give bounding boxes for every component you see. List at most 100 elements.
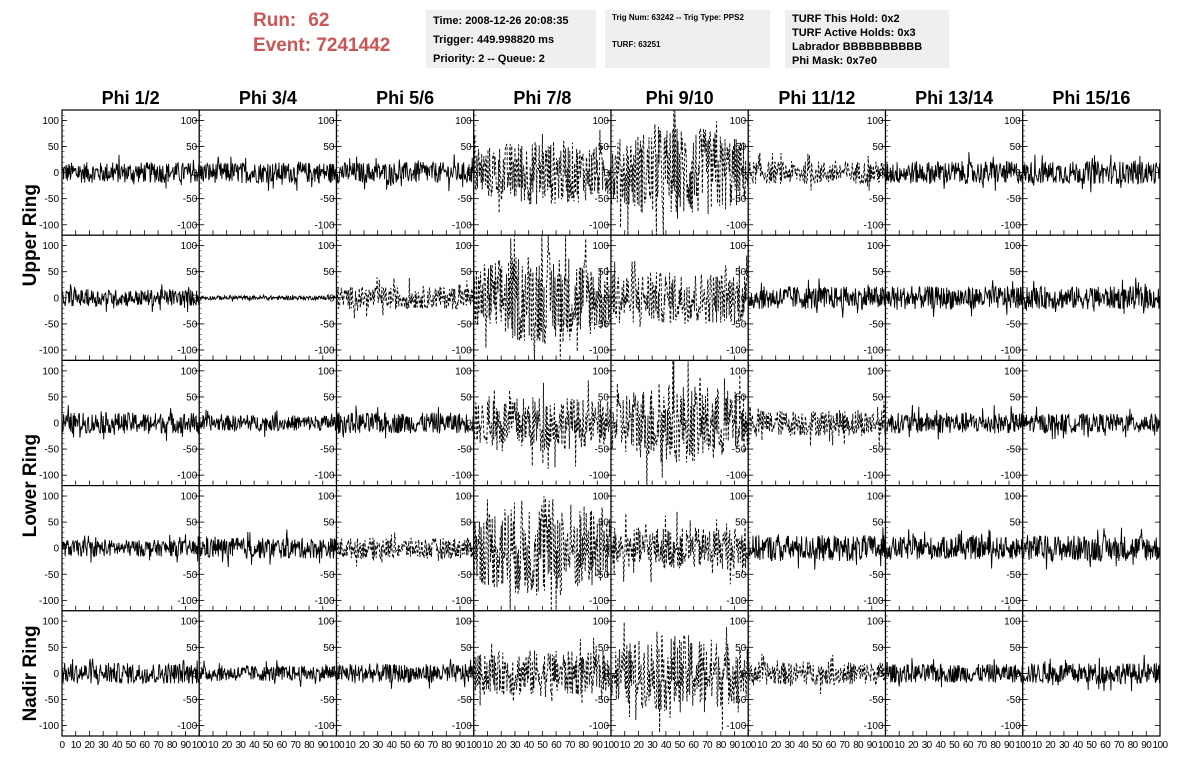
waveform-trace [1022, 277, 1161, 314]
x-tick-label: 100 [604, 740, 620, 751]
y-tick-label: 50 [872, 518, 884, 529]
y-tick-label: 50 [461, 142, 473, 153]
y-tick-label: 100 [42, 366, 59, 377]
x-tick-label: 50 [537, 740, 548, 751]
waveform-trace [1022, 654, 1161, 692]
x-tick-label: 70 [977, 740, 988, 751]
y-tick-label: 100 [1004, 241, 1021, 252]
y-tick-label: 100 [867, 492, 884, 503]
turf-info-box: TURF This Hold: 0x2 TURF Active Holds: 0… [785, 10, 949, 68]
y-tick-label: 0 [53, 669, 59, 680]
y-tick-label: 50 [735, 392, 747, 403]
ring-label: Lower Ring [20, 434, 41, 537]
y-tick-label: 50 [323, 142, 335, 153]
y-tick-label: -100 [39, 596, 59, 607]
x-tick-label: 40 [524, 740, 535, 751]
waveform-panel: 100 50 0 -50 -100 [39, 234, 200, 361]
x-tick-label: 80 [716, 740, 727, 751]
waveform-panel: 100 50 0 -50 -100 [1001, 109, 1161, 236]
waveform-panel: 100 50 0 -50 -100 [314, 234, 475, 361]
x-tick-label: 60 [963, 740, 974, 751]
event-label: Event: [253, 35, 312, 56]
y-tick-label: 50 [1010, 142, 1022, 153]
x-tick-label: 50 [675, 740, 686, 751]
y-tick-label: 0 [329, 669, 335, 680]
y-tick-label: -50 [869, 445, 884, 456]
y-tick-label: 100 [592, 492, 609, 503]
x-tick-label: 20 [771, 740, 782, 751]
waveform-panel: 100 50 0 -50 -100 [1001, 485, 1161, 612]
x-tick-label: 90 [867, 740, 878, 751]
labrador-line: Labrador BBBBBBBBBB [792, 41, 923, 53]
y-tick-label: 0 [466, 669, 472, 680]
waveform-panel: 100 50 0 -50 -100 [452, 109, 612, 236]
y-tick-label: -50 [183, 695, 198, 706]
waveform-trace [198, 660, 337, 688]
x-tick-label: 0 [60, 740, 66, 751]
waveform-panel: 100 50 0 -50 -100 [177, 485, 338, 612]
waveform-trace [747, 152, 886, 191]
waveform-trace [198, 156, 337, 191]
y-tick-label: 0 [603, 419, 609, 430]
x-tick-label: 30 [1059, 740, 1070, 751]
waveform-trace [473, 380, 612, 470]
waveform-panel: 100 50 0 -50 -100 [863, 234, 1024, 361]
y-tick-label: -50 [457, 445, 472, 456]
waveform-trace [747, 527, 886, 570]
y-tick-label: 100 [867, 241, 884, 252]
y-tick-label: 50 [48, 518, 60, 529]
y-tick-label: -50 [732, 445, 747, 456]
y-tick-label: -50 [595, 445, 610, 456]
y-tick-label: -50 [595, 695, 610, 706]
y-tick-label: -100 [863, 596, 883, 607]
y-tick-label: 50 [872, 267, 884, 278]
y-tick-label: -100 [589, 596, 609, 607]
column-title: Phi 9/10 [646, 88, 714, 108]
column-title: Phi 15/16 [1052, 88, 1130, 108]
y-tick-label: -100 [177, 721, 197, 732]
x-tick-label: 40 [249, 740, 260, 751]
y-tick-label: -50 [320, 194, 335, 205]
waveform-trace [473, 235, 612, 361]
y-tick-label: -100 [314, 471, 334, 482]
y-tick-label: -50 [457, 194, 472, 205]
y-tick-label: -100 [1001, 220, 1021, 231]
y-tick-label: -50 [1006, 695, 1021, 706]
y-tick-label: -100 [1001, 471, 1021, 482]
y-tick-label: -50 [45, 445, 60, 456]
y-tick-label: 0 [329, 419, 335, 430]
x-tick-label: 70 [839, 740, 850, 751]
x-tick-label: 100 [466, 740, 482, 751]
y-tick-label: -50 [320, 445, 335, 456]
waveform-panel: 100 50 0 -50 -100 [452, 485, 612, 612]
column-title: Phi 5/6 [376, 88, 434, 108]
y-tick-label: -100 [726, 220, 746, 231]
waveform-panel: 100 50 0 -50 -100 [589, 109, 749, 236]
waveform-panel: 100 50 0 -50 -100 [863, 359, 1024, 487]
waveform-panel: 100 50 0 -50 -100 [452, 610, 612, 737]
y-tick-label: -50 [869, 319, 884, 330]
y-tick-label: 100 [42, 492, 59, 503]
y-tick-label: -50 [183, 194, 198, 205]
y-tick-label: -50 [45, 194, 60, 205]
y-tick-label: -50 [183, 319, 198, 330]
x-tick-label: 40 [112, 740, 123, 751]
y-tick-label: 0 [192, 669, 198, 680]
y-tick-label: 0 [603, 669, 609, 680]
waveform-panel: 100 50 0 -50 -100 [39, 610, 200, 737]
y-tick-label: 0 [329, 544, 335, 555]
x-tick-label: 60 [826, 740, 837, 751]
y-tick-label: -100 [863, 721, 883, 732]
x-tick-label: 90 [592, 740, 603, 751]
y-tick-label: 0 [1015, 168, 1021, 179]
y-tick-label: 50 [323, 392, 335, 403]
x-tick-label: 40 [386, 740, 397, 751]
x-tick-label: 80 [304, 740, 315, 751]
x-tick-label: 10 [894, 740, 905, 751]
x-tick-label: 90 [730, 740, 741, 751]
x-tick-label: 20 [633, 740, 644, 751]
column-title: Phi 1/2 [102, 88, 160, 108]
waveform-trace [885, 280, 1024, 318]
y-tick-label: -50 [595, 319, 610, 330]
waveform-trace [336, 277, 475, 319]
